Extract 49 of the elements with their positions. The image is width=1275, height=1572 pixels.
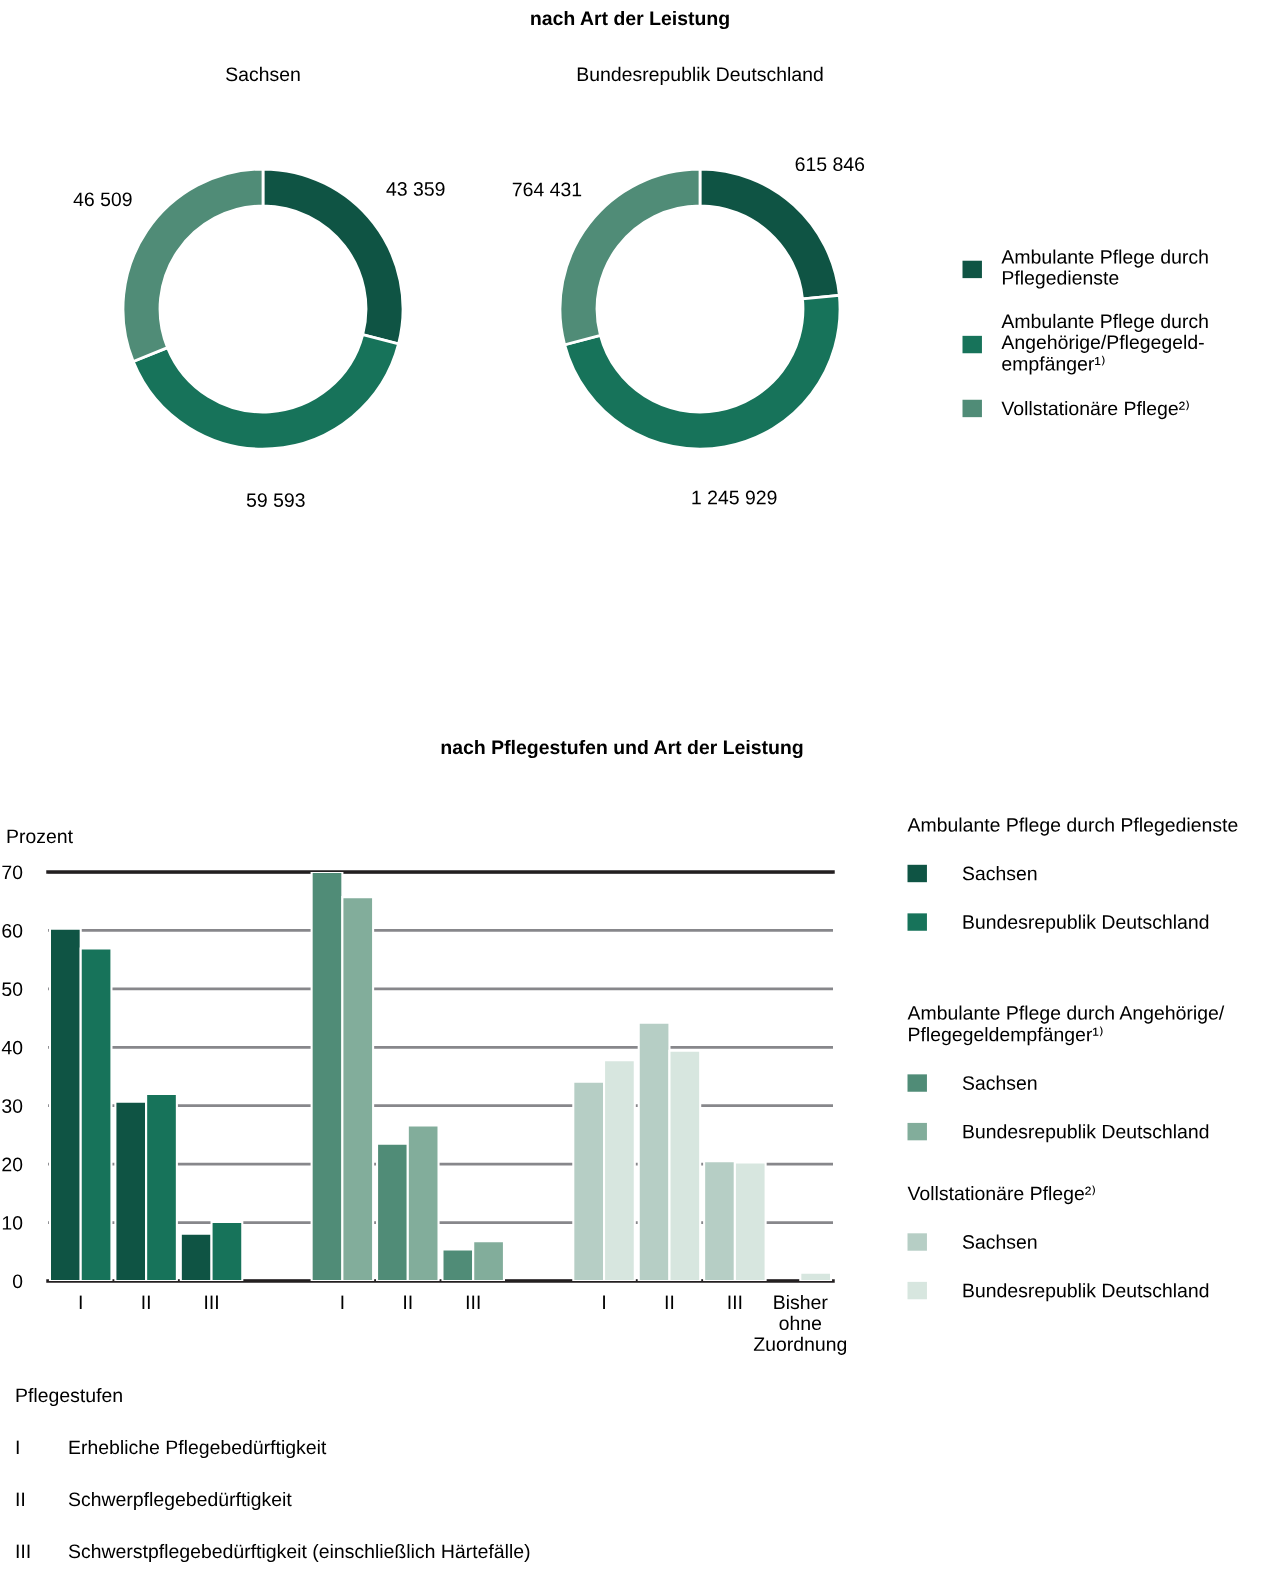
x-tick-label: I (603, 1295, 605, 1309)
text: Ambulante Pflege durch Pflegedienste (907, 817, 1238, 836)
data-label: 46 509 (73, 192, 132, 207)
y-tick-label: 0 (12, 1274, 23, 1289)
y-tick-label: 30 (2, 1099, 23, 1113)
x-tick-label: III (466, 1295, 480, 1309)
text: II (16, 1492, 25, 1507)
legend-label: Ambulante Pflege durch Pflegedienste (1001, 249, 1208, 289)
chart-title: nach Pflegestufen und Art der Leistung (441, 739, 803, 759)
x-tick-label: II (665, 1295, 674, 1309)
legend-label: Sachsen (962, 1234, 1037, 1249)
legend-label: Bundesrepublik Deutschland (963, 914, 1209, 933)
bar (799, 1271, 833, 1281)
data-label: 764 431 (512, 182, 582, 197)
data-label: 59 593 (246, 493, 305, 507)
text: Vollstationäre Pflege²⁾ (907, 1185, 1095, 1205)
x-tick-label: I (79, 1295, 82, 1309)
legend-label: Vollstationäre Pflege²⁾ (1001, 400, 1189, 420)
text: Erhebliche Pflegebedürftigkeit (69, 1439, 327, 1459)
y-tick-label: 20 (2, 1157, 23, 1172)
text: III (16, 1544, 30, 1559)
text: Schwerpflegebedürftigkeit (68, 1491, 292, 1511)
text: Schwerstpflegebedürftigkeit (einschließlich Härtefälle) (68, 1543, 530, 1563)
text: I (16, 1440, 19, 1455)
text: Pflegestufen (16, 1387, 122, 1407)
x-tick-label: III (728, 1295, 742, 1309)
x-tick-label: II (142, 1295, 150, 1309)
data-label: 43 359 (386, 182, 445, 196)
y-tick-label: 70 (2, 865, 23, 880)
text: Ambulante Pflege durch Angehörige/ Pflegegeldempfänger¹⁾ (907, 1005, 1225, 1046)
data-label: 615 846 (795, 157, 865, 172)
x-tick-label: III (205, 1295, 218, 1309)
x-tick-label: I (341, 1295, 344, 1309)
x-tick-label: II (404, 1295, 412, 1309)
y-tick-label: 40 (1, 1040, 23, 1055)
text: nach Art der Leistung (531, 10, 729, 30)
legend-label: Bundesrepublik Deutschland (963, 1283, 1209, 1302)
y-tick-label: 10 (2, 1216, 23, 1230)
legend-label: Bundesrepublik Deutschland (963, 1124, 1209, 1143)
y-tick-label: 60 (2, 923, 23, 938)
data-label: 1 245 929 (692, 490, 777, 505)
chart-title: Bundesrepublik Deutschland (577, 66, 823, 85)
x-tick-label: Bisher ohne Zuordnung (753, 1294, 847, 1355)
y-tick-label: 50 (2, 982, 23, 997)
legend-label: Sachsen (962, 866, 1037, 881)
legend-label: Sachsen (962, 1075, 1037, 1090)
chart-title: Sachsen (226, 66, 300, 82)
y-axis-title: Prozent (7, 829, 73, 844)
legend-label: Ambulante Pflege durch Angehörige/Pflegegeld- empfänger¹⁾ (1001, 313, 1208, 375)
